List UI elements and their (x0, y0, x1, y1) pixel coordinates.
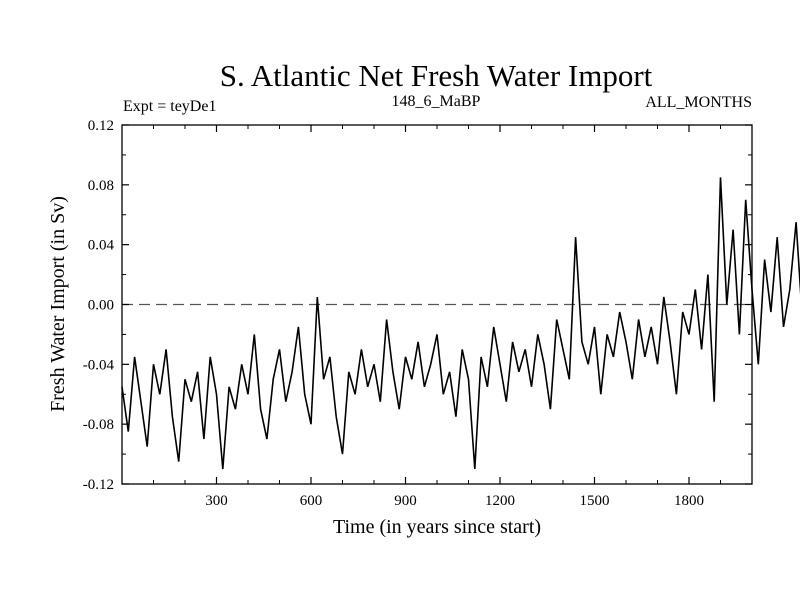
x-tick-label: 300 (205, 493, 228, 509)
months-label: ALL_MONTHS (645, 94, 752, 111)
y-tick-label: 0.12 (88, 118, 114, 134)
y-tick-label: 0.00 (88, 298, 114, 314)
y-tick-label: 0.04 (88, 238, 115, 254)
x-axis-ticks: 300 600 900 1200 1500 1800 (153, 125, 721, 509)
y-axis-label: Fresh Water Import (in Sv) (47, 196, 69, 412)
series-line-fresh-water-import (121, 177, 800, 470)
experiment-label: Expt = teyDe1 (123, 98, 216, 115)
y-tick-label: -0.08 (83, 417, 114, 433)
y-tick-label: 0.08 (88, 178, 114, 194)
y-tick-label: -0.04 (83, 357, 115, 373)
x-tick-label: 600 (300, 493, 323, 509)
period-label: 148_6_MaBP (392, 93, 481, 110)
plot-frame (121, 124, 753, 485)
y-tick-label: -0.12 (83, 477, 114, 493)
chart-title: S. Atlantic Net Fresh Water Import (220, 58, 653, 93)
x-axis-label: Time (in years since start) (333, 516, 541, 538)
y-axis-ticks: -0.12 -0.08 -0.04 0.00 0.04 0.08 0.12 (83, 118, 752, 493)
x-tick-label: 1200 (485, 493, 515, 509)
x-tick-label: 1800 (674, 493, 704, 509)
x-tick-label: 900 (394, 493, 417, 509)
x-tick-label: 1500 (580, 493, 610, 509)
